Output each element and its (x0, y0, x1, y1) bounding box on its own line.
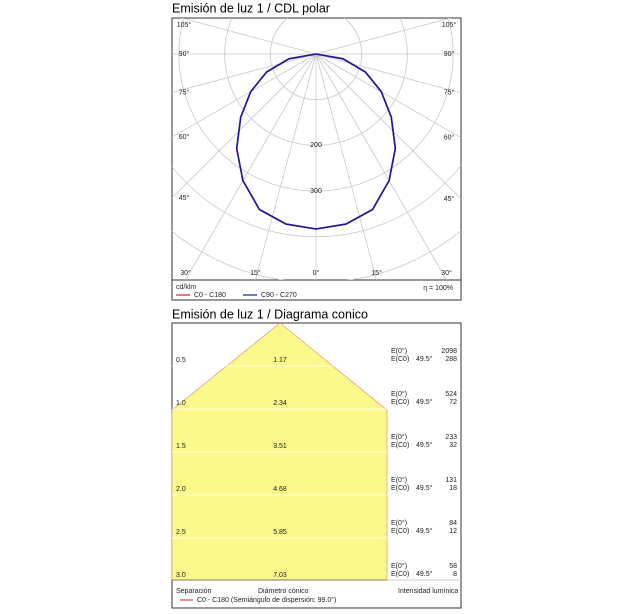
grid-spoke (315, 53, 461, 94)
ec0-value: 12 (449, 528, 457, 535)
angle-label: 90° (444, 50, 455, 58)
intensity-curve (235, 53, 317, 230)
grid-spoke (315, 53, 377, 280)
diameter: 4.68 (273, 486, 287, 493)
ec0-value: 32 (449, 442, 457, 449)
angle-label: 45° (179, 194, 190, 202)
angle-label: 105° (442, 21, 457, 29)
ec0-value: 72 (449, 399, 457, 406)
angle-label: 105° (177, 21, 192, 29)
e0-value: 2098 (441, 348, 457, 355)
cone-title: Emisión de luz 1 / Diagrama conico (172, 307, 368, 321)
grid-spoke (181, 18, 317, 55)
diameter: 5.85 (273, 529, 287, 536)
diameter: 7.03 (273, 572, 287, 579)
e0-label: E(0°) (391, 433, 407, 441)
legend-label: C0 - C180 (194, 292, 226, 299)
e0-label: E(0°) (391, 347, 407, 355)
e0-value: 524 (445, 391, 457, 398)
e0-label: E(0°) (391, 562, 407, 570)
grid-spoke (185, 53, 317, 280)
e0-value: 84 (449, 520, 457, 527)
angle: 49.5° (416, 570, 433, 578)
ec0-value: 8 (453, 571, 457, 578)
legend-label: C90 - C270 (261, 292, 297, 299)
ec0-label: E(C0) (391, 485, 409, 492)
radial-label: 200 (310, 142, 322, 149)
intensity-curve (315, 53, 397, 230)
angle-label: 45° (444, 195, 455, 203)
angle-label: 60° (444, 134, 455, 142)
grid-spoke (172, 53, 317, 93)
ec0-label: E(C0) (391, 356, 409, 363)
efficiency: η = 100% (423, 285, 453, 292)
angle-label: 30° (441, 269, 452, 277)
grid-spoke (172, 53, 317, 138)
radial-label: 300 (310, 188, 322, 195)
ec0-value: 18 (449, 485, 457, 492)
angle-label: 75° (444, 89, 455, 97)
grid-spoke (315, 53, 461, 200)
polar-title: Emisión de luz 1 / CDL polar (172, 1, 330, 15)
e0-value: 233 (445, 434, 457, 441)
angle-label: 15° (371, 269, 382, 277)
e0-value: 58 (449, 563, 457, 570)
polar-frame (171, 17, 462, 301)
angle: 49.5° (416, 484, 433, 492)
footer-legend: C0 - C180 (Semiángulo de dispersión: 99.… (197, 596, 336, 604)
e0-label: E(0°) (391, 476, 407, 484)
e0-value: 131 (445, 477, 457, 484)
unit-label: cd/klm (176, 284, 196, 291)
angle-label: 60° (179, 133, 190, 141)
e0-label: E(0°) (391, 390, 407, 398)
angle: 49.5° (416, 441, 433, 449)
footer-distance: Separación (176, 588, 212, 595)
angle-label: 75° (179, 88, 190, 96)
angle-label: 15° (250, 269, 261, 277)
distance: 3.0 (176, 572, 186, 579)
angle: 49.5° (416, 527, 433, 535)
diameter: 1.17 (273, 357, 287, 364)
footer-intensity: Intensidad lumínica (398, 588, 458, 595)
footer-diameter: Diámetro cónico (258, 588, 309, 595)
distance: 0.5 (176, 357, 186, 364)
ec0-label: E(C0) (391, 571, 409, 578)
grid-spoke (255, 53, 317, 280)
angle-label: 0° (313, 269, 320, 277)
distance: 1.5 (176, 443, 186, 450)
grid-spoke (315, 18, 451, 55)
e0-label: E(0°) (391, 519, 407, 527)
distance: 2.5 (176, 529, 186, 536)
distance: 2.0 (176, 486, 186, 493)
distance: 1.0 (176, 400, 186, 407)
angle-label: 30° (180, 269, 191, 277)
diameter: 3.51 (273, 443, 287, 450)
ec0-label: E(C0) (391, 442, 409, 449)
grid-spoke (315, 53, 461, 139)
angle: 49.5° (416, 398, 433, 406)
grid-spoke (172, 53, 317, 199)
grid-spoke (315, 53, 447, 280)
angle: 49.5° (416, 355, 433, 363)
angle-label: 90° (179, 50, 190, 58)
diameter: 2.34 (273, 400, 287, 407)
ec0-value: 288 (445, 356, 457, 363)
ec0-label: E(C0) (391, 528, 409, 535)
ec0-label: E(C0) (391, 399, 409, 406)
